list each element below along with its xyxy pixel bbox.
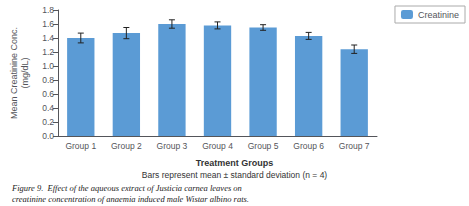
svg-text:0.4: 0.4 — [42, 103, 54, 113]
svg-text:0.2: 0.2 — [42, 117, 54, 127]
svg-text:Group 6: Group 6 — [293, 141, 324, 151]
svg-text:Group 3: Group 3 — [157, 141, 188, 151]
svg-text:Group 7: Group 7 — [339, 141, 370, 151]
svg-text:Group 4: Group 4 — [202, 141, 233, 151]
svg-text:Treatment Groups: Treatment Groups — [196, 158, 274, 168]
svg-text:0.8: 0.8 — [42, 75, 54, 85]
svg-text:1.2: 1.2 — [42, 47, 54, 57]
svg-text:Bars represent mean ± standard: Bars represent mean ± standard deviation… — [142, 170, 328, 180]
svg-text:Creatinine: Creatinine — [418, 10, 459, 20]
svg-text:1.8: 1.8 — [42, 5, 54, 15]
svg-text:1.4: 1.4 — [42, 33, 54, 43]
svg-text:1.0: 1.0 — [42, 61, 54, 71]
svg-text:1.6: 1.6 — [42, 19, 54, 29]
svg-text:Group 5: Group 5 — [248, 141, 279, 151]
svg-text:(mg/dL): (mg/dL) — [20, 57, 30, 88]
svg-text:Group 1: Group 1 — [65, 141, 96, 151]
svg-text:Mean Creatinine Conc.: Mean Creatinine Conc. — [9, 27, 19, 119]
svg-text:creatinine concentration of an: creatinine concentration of anaemia indu… — [12, 194, 249, 204]
svg-text:Figure 9. Effect of the aqueo: Figure 9. Effect of the aqueous extract … — [11, 183, 242, 193]
svg-text:0.0: 0.0 — [42, 131, 54, 141]
svg-text:Group 2: Group 2 — [111, 141, 142, 151]
svg-text:0.6: 0.6 — [42, 89, 54, 99]
